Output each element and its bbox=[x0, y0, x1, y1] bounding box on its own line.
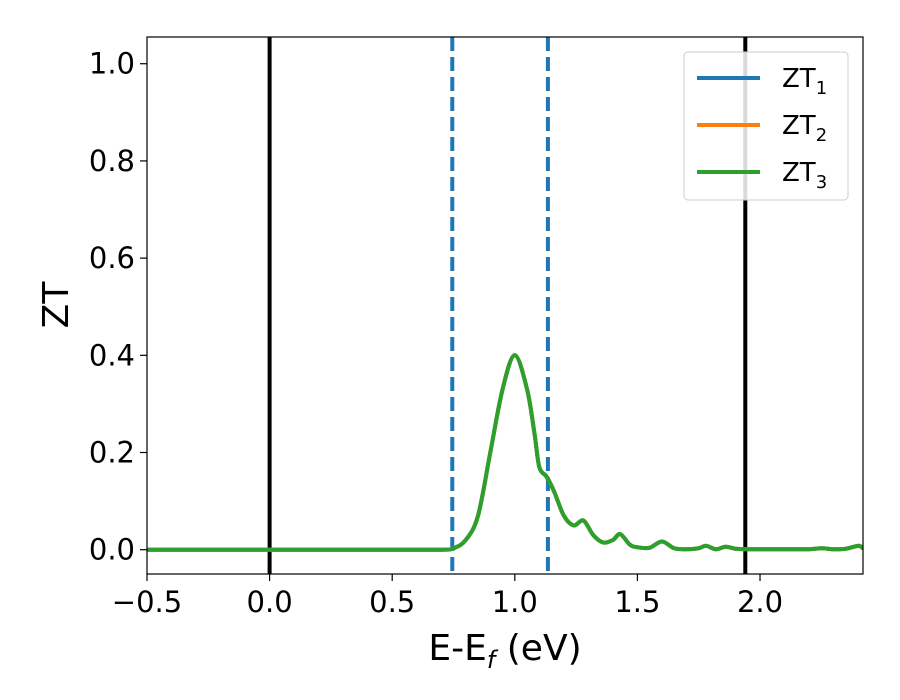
x-tick-label: 1.5 bbox=[614, 585, 660, 619]
x-axis: −0.5 0.0 0.5 1.0 1.5 2.0 bbox=[112, 574, 783, 619]
y-axis-label: ZT bbox=[36, 281, 77, 329]
y-tick-label: 0.2 bbox=[89, 436, 135, 470]
x-tick-label: 2.0 bbox=[737, 585, 783, 619]
series-lines bbox=[147, 353, 863, 552]
y-tick-label: 0.4 bbox=[89, 338, 135, 372]
legend: ZT1 ZT2 ZT3 bbox=[683, 51, 849, 201]
x-tick-label: 1.0 bbox=[492, 585, 538, 619]
legend-label-3: ZT3 bbox=[782, 158, 827, 193]
series-line-3 bbox=[147, 353, 863, 552]
x-tick-label: −0.5 bbox=[112, 585, 182, 619]
y-axis: 0.0 0.2 0.4 0.6 0.8 1.0 bbox=[89, 47, 147, 567]
reference-lines bbox=[267, 37, 748, 574]
y-tick-label: 0.8 bbox=[89, 144, 135, 178]
y-tick-label: 0.0 bbox=[89, 533, 135, 567]
y-tick-label: 0.6 bbox=[89, 241, 135, 275]
legend-label-2: ZT2 bbox=[782, 111, 827, 146]
x-tick-label: 0.5 bbox=[369, 585, 415, 619]
y-tick-label: 1.0 bbox=[89, 47, 135, 81]
x-tick-label: 0.0 bbox=[247, 585, 293, 619]
x-axis-label: E-Ef (eV) bbox=[428, 628, 581, 674]
legend-box bbox=[683, 51, 849, 201]
legend-label-1: ZT1 bbox=[782, 64, 827, 99]
x-axis-label-unit: (eV) bbox=[495, 628, 581, 669]
plot-frame bbox=[146, 36, 864, 575]
